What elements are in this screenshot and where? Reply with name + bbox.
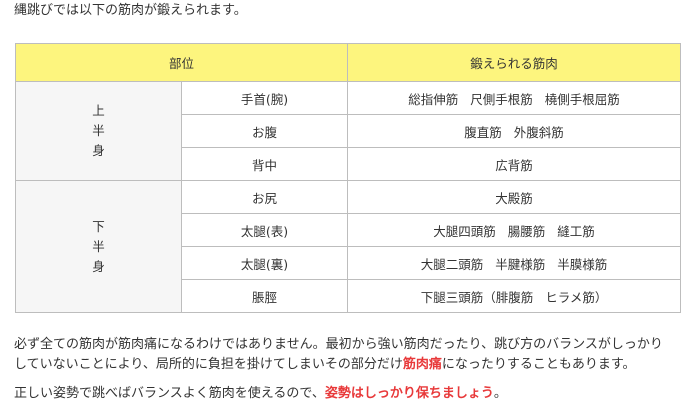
muscle-pain-highlight: 筋肉痛 <box>402 357 442 372</box>
region-cell: 上半身 <box>15 81 182 181</box>
paragraph-2-end: 。 <box>493 386 507 401</box>
posture-highlight: 姿勢はしっかり保ちましょう <box>324 386 494 401</box>
table-row: 脹脛 下腿三頭筋（腓腹筋 ヒラメ筋） <box>16 279 682 313</box>
muscle-name: 半膜様筋 <box>557 256 608 272</box>
muscle-name: 半腱様筋 <box>495 256 546 272</box>
muscles-cell: 広背筋 <box>347 147 682 181</box>
muscle-name: 腸腰筋 <box>507 223 546 239</box>
paragraph-2-text: 正しい姿勢で跳べばバランスよく筋肉を使えるので、 <box>14 386 325 401</box>
region-char: 上 <box>92 103 105 118</box>
body-part-cell: 太腿(表) <box>180 213 349 247</box>
table-body: 上半身手首(腕) 総指伸筋 尺側手根筋 橈側手根屈筋 お腹 腹直筋 外腹斜筋 背中 広背筋下半身… <box>15 81 682 313</box>
body-part-cell: お腹 <box>180 114 349 148</box>
muscles-cell: 大腿二頭筋 半腱様筋 半膜様筋 <box>347 246 682 280</box>
table-row: お腹 腹直筋 外腹斜筋 <box>16 114 682 148</box>
table-row: 上半身手首(腕) 総指伸筋 尺側手根筋 橈側手根屈筋 <box>15 81 682 181</box>
body-part-cell: 太腿(裏) <box>180 246 349 280</box>
muscle-name: ヒラメ筋） <box>545 289 608 305</box>
region-char: 半 <box>92 123 105 138</box>
paragraph-2: 正しい姿勢で跳べばバランスよく筋肉を使えるので、姿勢はしっかり保ちましょう。 <box>14 384 507 404</box>
body-part-cell: お尻 <box>180 180 349 214</box>
paragraph-1-line-2: していないことにより、局所的に負担を掛けてしまいその部分だけ筋肉痛になったりする… <box>14 355 663 375</box>
body-part-cell: 手首(腕) <box>180 81 349 115</box>
muscle-name: 広背筋 <box>495 157 533 173</box>
muscle-name: 大殿筋 <box>495 190 533 206</box>
muscles-cell: 大腿四頭筋 腸腰筋 縫工筋 <box>347 213 682 247</box>
table-row: 背中 広背筋 <box>16 147 682 181</box>
region-char: 半 <box>92 238 105 254</box>
muscle-name: 大腿二頭筋 <box>420 256 484 272</box>
muscle-name: 総指伸筋 <box>408 91 459 107</box>
paragraph-1-text-after: になったりすることもあります。 <box>441 357 636 372</box>
table-row: 下半身お尻 大殿筋 <box>15 180 682 313</box>
body-part-cell: 脹脛 <box>180 279 349 313</box>
muscles-cell: 総指伸筋 尺側手根筋 橈側手根屈筋 <box>347 81 682 115</box>
muscles-cell: 下腿三頭筋（腓腹筋 ヒラメ筋） <box>347 279 682 313</box>
muscle-name: 縫工筋 <box>557 223 595 239</box>
muscle-table: 部位 鍛えられる筋肉 上半身手首(腕) 総指伸筋 尺側手根筋 橈側手根屈筋 お腹 腹直筋外… <box>14 43 682 313</box>
muscle-name: 下腿三頭筋（腓腹筋 <box>420 289 534 305</box>
body-part-cell: 背中 <box>180 147 349 181</box>
region-cell: 下半身 <box>15 180 182 313</box>
muscle-name: 大腿四頭筋 <box>433 223 496 239</box>
muscles-cell: 腹直筋 外腹斜筋 <box>347 114 682 148</box>
header-body-part: 部位 <box>14 43 349 82</box>
table-header-row: 部位 鍛えられる筋肉 <box>14 43 682 82</box>
muscle-name: 腹直筋 <box>464 124 502 140</box>
region-char: 下 <box>92 218 105 234</box>
paragraph-1-line-1: 必ず全ての筋肉が筋肉痛になるわけではありません。最初から強い筋肉だったり、跳び方… <box>14 337 663 352</box>
region-char: 身 <box>92 258 105 274</box>
muscles-cell: 大殿筋 <box>347 180 682 214</box>
header-muscles: 鍛えられる筋肉 <box>347 43 682 82</box>
table-row: 太腿(裏) 大腿二頭筋 半腱様筋 半膜様筋 <box>16 246 682 280</box>
muscle-name: 尺側手根筋 <box>470 91 533 107</box>
muscle-name: 外腹斜筋 <box>513 124 564 140</box>
intro-text: 縄跳びでは以下の筋肉が鍛えられます。 <box>14 3 247 18</box>
region-char: 身 <box>92 143 105 158</box>
paragraph-1-text-before: していないことにより、局所的に負担を掛けてしまいその部分だけ <box>14 357 403 372</box>
paragraph-1: 必ず全ての筋肉が筋肉痛になるわけではありません。最初から強い筋肉だったり、跳び方… <box>14 335 663 375</box>
muscle-name: 橈側手根屈筋 <box>544 91 620 107</box>
